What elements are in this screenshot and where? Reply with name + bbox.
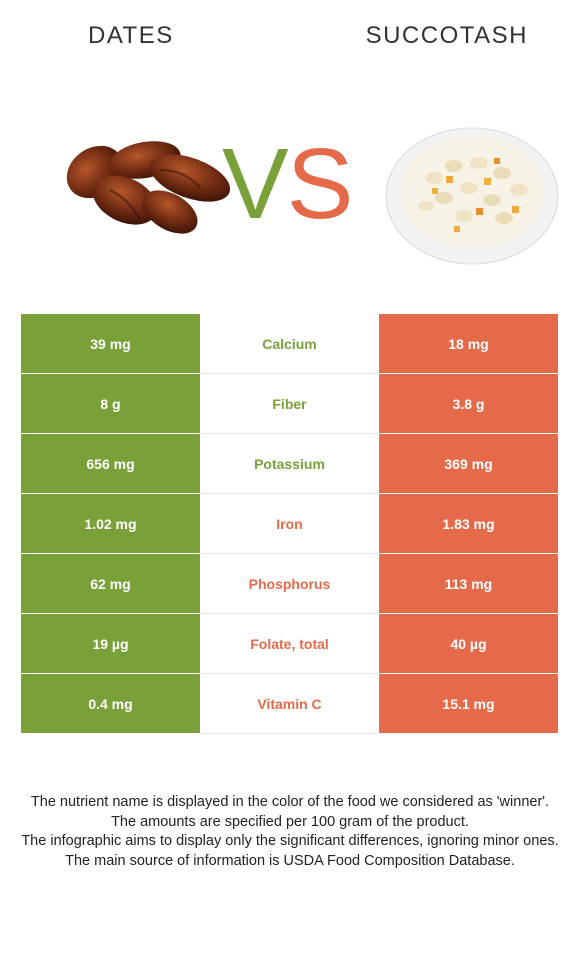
- right-value: 40 µg: [379, 613, 558, 674]
- note-per-100g: The amounts are specified per 100 gram o…: [111, 813, 469, 830]
- left-value: 8 g: [21, 373, 200, 434]
- nutrient-name: Calcium: [200, 314, 379, 374]
- left-value: 39 mg: [21, 314, 200, 374]
- left-value: 0.4 mg: [21, 673, 200, 734]
- nutrient-row: 19 µg Folate, total 40 µg: [21, 613, 558, 674]
- nutrient-row: 656 mg Potassium 369 mg: [21, 433, 558, 494]
- note-significant-differences: The infographic aims to display only the…: [21, 833, 559, 849]
- nutrient-row: 8 g Fiber 3.8 g: [21, 373, 558, 434]
- nutrient-row: 1.02 mg Iron 1.83 mg: [21, 493, 558, 554]
- nutrient-name: Potassium: [200, 433, 379, 494]
- right-value: 3.8 g: [379, 373, 558, 434]
- right-value: 369 mg: [379, 433, 558, 494]
- dates-image: [66, 141, 231, 234]
- right-value: 15.1 mg: [379, 673, 558, 734]
- succotash-image: [385, 127, 559, 265]
- nutrient-row: 39 mg Calcium 18 mg: [21, 314, 558, 374]
- right-value: 113 mg: [379, 553, 558, 614]
- note-data-source: The main source of information is USDA F…: [65, 852, 515, 869]
- nutrient-row: 0.4 mg Vitamin C 15.1 mg: [21, 673, 558, 734]
- left-value: 19 µg: [21, 613, 200, 674]
- nutrient-name: Iron: [200, 493, 379, 554]
- nutrient-name: Phosphorus: [200, 553, 379, 614]
- left-value: 656 mg: [21, 433, 200, 494]
- left-value: 1.02 mg: [21, 493, 200, 554]
- vs-label: VS: [222, 134, 353, 234]
- nutrient-row: 62 mg Phosphorus 113 mg: [21, 553, 558, 614]
- nutrient-name: Folate, total: [200, 613, 379, 674]
- footnotes: The nutrient name is displayed in the co…: [10, 793, 570, 871]
- nutrient-name: Vitamin C: [200, 673, 379, 734]
- right-value: 18 mg: [379, 314, 558, 374]
- note-winner-color: The nutrient name is displayed in the co…: [30, 794, 550, 810]
- right-value: 1.83 mg: [379, 493, 558, 554]
- left-value: 62 mg: [21, 553, 200, 614]
- right-food-title: SUCCOTASH: [365, 22, 528, 49]
- vs-v: V: [222, 128, 289, 240]
- left-food-title: DATES: [88, 22, 174, 49]
- nutrient-name: Fiber: [200, 373, 379, 434]
- comparison-table: 39 mg Calcium 18 mg 8 g Fiber 3.8 g 656 mg Pota…: [21, 314, 558, 734]
- vs-s: S: [286, 128, 354, 240]
